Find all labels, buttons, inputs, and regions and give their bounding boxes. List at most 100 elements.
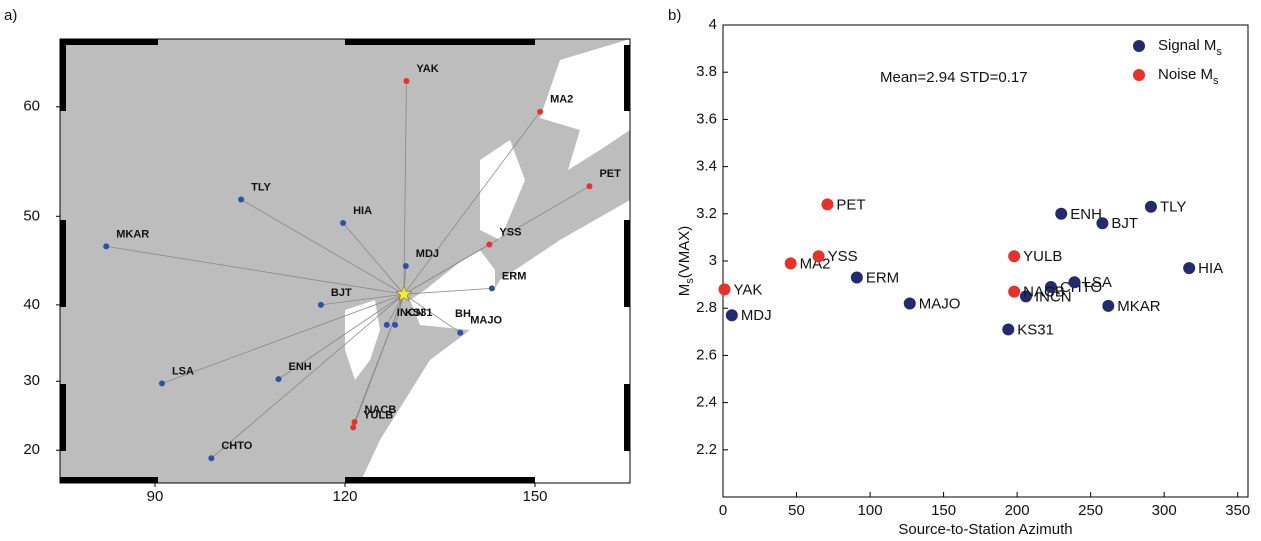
legend-name: Noise M xyxy=(1158,66,1213,83)
point xyxy=(1019,290,1032,303)
point-label: LSA xyxy=(1083,274,1111,291)
point-label: TLY xyxy=(1160,199,1186,216)
frame-bars xyxy=(60,39,630,483)
sea xyxy=(345,300,380,380)
station xyxy=(275,376,282,383)
station xyxy=(537,108,544,115)
y-tick-label: 3 xyxy=(709,252,717,269)
panel-label: a) xyxy=(4,7,17,24)
y-tick-label: 30 xyxy=(23,372,40,389)
ray xyxy=(352,294,405,428)
station xyxy=(383,321,390,328)
station xyxy=(340,220,347,227)
station-label: ENH xyxy=(289,361,312,373)
ray xyxy=(320,293,404,306)
station xyxy=(392,321,399,328)
y-axis-label-part: M xyxy=(676,284,693,297)
station-label: INCN xyxy=(397,307,424,319)
legend-name: Signal M xyxy=(1158,37,1216,54)
point-label: HIA xyxy=(1198,260,1223,277)
station-label: BJT xyxy=(331,287,352,299)
station-label: HIA xyxy=(353,205,372,217)
ray xyxy=(106,245,404,295)
legend-marker xyxy=(1133,69,1145,81)
legend-label: Noise Ms xyxy=(1158,66,1219,87)
x-tick-label: 150 xyxy=(931,502,956,519)
station xyxy=(486,241,493,248)
point xyxy=(1055,207,1068,220)
legend-sub: s xyxy=(1213,75,1219,87)
station-label: PET xyxy=(599,168,621,180)
y-tick-label: 60 xyxy=(23,98,40,115)
point-label: KS31 xyxy=(1017,321,1054,338)
point-label: ENH xyxy=(1070,206,1102,223)
x-tick-label: 300 xyxy=(1152,502,1177,519)
ray xyxy=(403,81,407,295)
x-tick-label: 50 xyxy=(788,502,805,519)
station xyxy=(457,329,464,336)
y-tick-label: 4 xyxy=(709,16,717,33)
station-label: MDJ xyxy=(416,248,439,260)
station-label: ERM xyxy=(502,270,526,282)
x-tick-label: 200 xyxy=(1005,502,1030,519)
station-label: YSS xyxy=(499,226,521,238)
x-tick-label: 250 xyxy=(1078,502,1103,519)
point xyxy=(1096,217,1109,230)
station-label: NACB xyxy=(365,404,397,416)
x-tick-label: 0 xyxy=(719,502,727,519)
station-label: TLY xyxy=(251,181,271,193)
y-tick-label: 3.8 xyxy=(696,63,717,80)
panel-label: b) xyxy=(668,7,681,24)
y-tick-label: 3.2 xyxy=(696,205,717,222)
point-label: YSS xyxy=(828,248,858,265)
point-label: INCN xyxy=(1035,288,1072,305)
point xyxy=(1144,200,1157,213)
ray xyxy=(211,293,405,459)
legend-label: Signal Ms xyxy=(1158,37,1222,58)
y-axis-label-part: s xyxy=(684,278,696,284)
point-label: BJT xyxy=(1111,215,1138,232)
annotation: Mean=2.94 STD=0.17 xyxy=(880,69,1028,86)
scatter-plot: 0 50 100 150 200 250 300 350 2.2 2.4 2.6 2.8 3 3.2 3.4… xyxy=(676,16,1250,538)
x-tick-label: 150 xyxy=(522,488,547,505)
ray xyxy=(394,294,405,326)
station xyxy=(403,78,410,85)
legend-marker xyxy=(1133,40,1145,52)
y-tick-label: 3.6 xyxy=(696,110,717,127)
point xyxy=(725,309,738,322)
y-tick-label: 50 xyxy=(23,207,40,224)
y-axis-label: Ms(VMAX) xyxy=(676,226,696,297)
legend-sub: s xyxy=(1216,46,1222,58)
y-tick-label: 2.2 xyxy=(696,441,717,458)
point xyxy=(1183,262,1196,275)
point-label: NACB xyxy=(1023,284,1065,301)
point xyxy=(1044,280,1057,293)
point xyxy=(1068,276,1081,289)
point xyxy=(1102,299,1115,312)
x-tick-label: 90 xyxy=(147,488,164,505)
point-label: YULB xyxy=(1023,248,1062,265)
point-label: ERM xyxy=(866,269,899,286)
point xyxy=(1008,250,1021,263)
sea xyxy=(360,200,630,483)
x-tick-label: 120 xyxy=(332,488,357,505)
station xyxy=(103,243,110,250)
station xyxy=(208,455,215,462)
ray xyxy=(161,293,405,384)
point-label: MDJ xyxy=(741,307,772,324)
ray xyxy=(342,222,405,295)
point xyxy=(1002,323,1015,336)
station xyxy=(317,301,324,308)
point-label: MAJO xyxy=(919,295,961,312)
station-label: CHTO xyxy=(221,440,252,452)
station xyxy=(350,424,357,431)
x-tick-label: 100 xyxy=(858,502,883,519)
ray xyxy=(403,111,541,295)
x-axis-label: Source-to-Station Azimuth xyxy=(898,521,1072,538)
station xyxy=(586,183,593,190)
y-tick-label: 2.6 xyxy=(696,346,717,363)
point-label: MKAR xyxy=(1117,298,1161,315)
ray xyxy=(403,244,490,295)
map: BH 90 120 150 20 30 40 50 60 YAK MA2 PET TLY HIA MKAR… xyxy=(23,38,631,505)
